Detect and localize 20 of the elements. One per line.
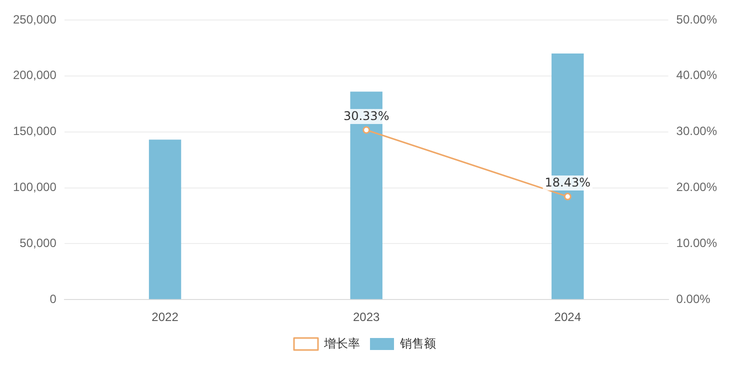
x-tick-label: 2024 [554, 310, 582, 324]
y2-tick-label: 20.00% [676, 180, 718, 194]
x-tick-label: 2023 [352, 310, 380, 324]
y2-tick-label: 30.00% [676, 124, 718, 138]
x-tick-label: 2022 [152, 310, 179, 324]
y2-tick-label: 40.00% [676, 68, 718, 82]
y-tick-label: 50,000 [20, 236, 57, 250]
y2-tick-label: 0.00% [676, 292, 711, 306]
data-label: 30.33% [343, 109, 390, 124]
y2-tick-label: 10.00% [676, 236, 718, 250]
y-tick-label: 100,000 [12, 180, 57, 194]
bar [148, 140, 182, 300]
y-tick-label: 0 [50, 292, 57, 306]
y-tick-label: 200,000 [12, 68, 57, 82]
legend-label: 增长率 [323, 336, 360, 350]
y-tick-label: 250,000 [12, 12, 57, 26]
y-tick-label: 150,000 [12, 124, 57, 138]
data-label: 18.43% [544, 176, 591, 190]
y2-tick-label: 50.00% [676, 12, 718, 26]
legend-label: 销售额 [399, 336, 436, 350]
